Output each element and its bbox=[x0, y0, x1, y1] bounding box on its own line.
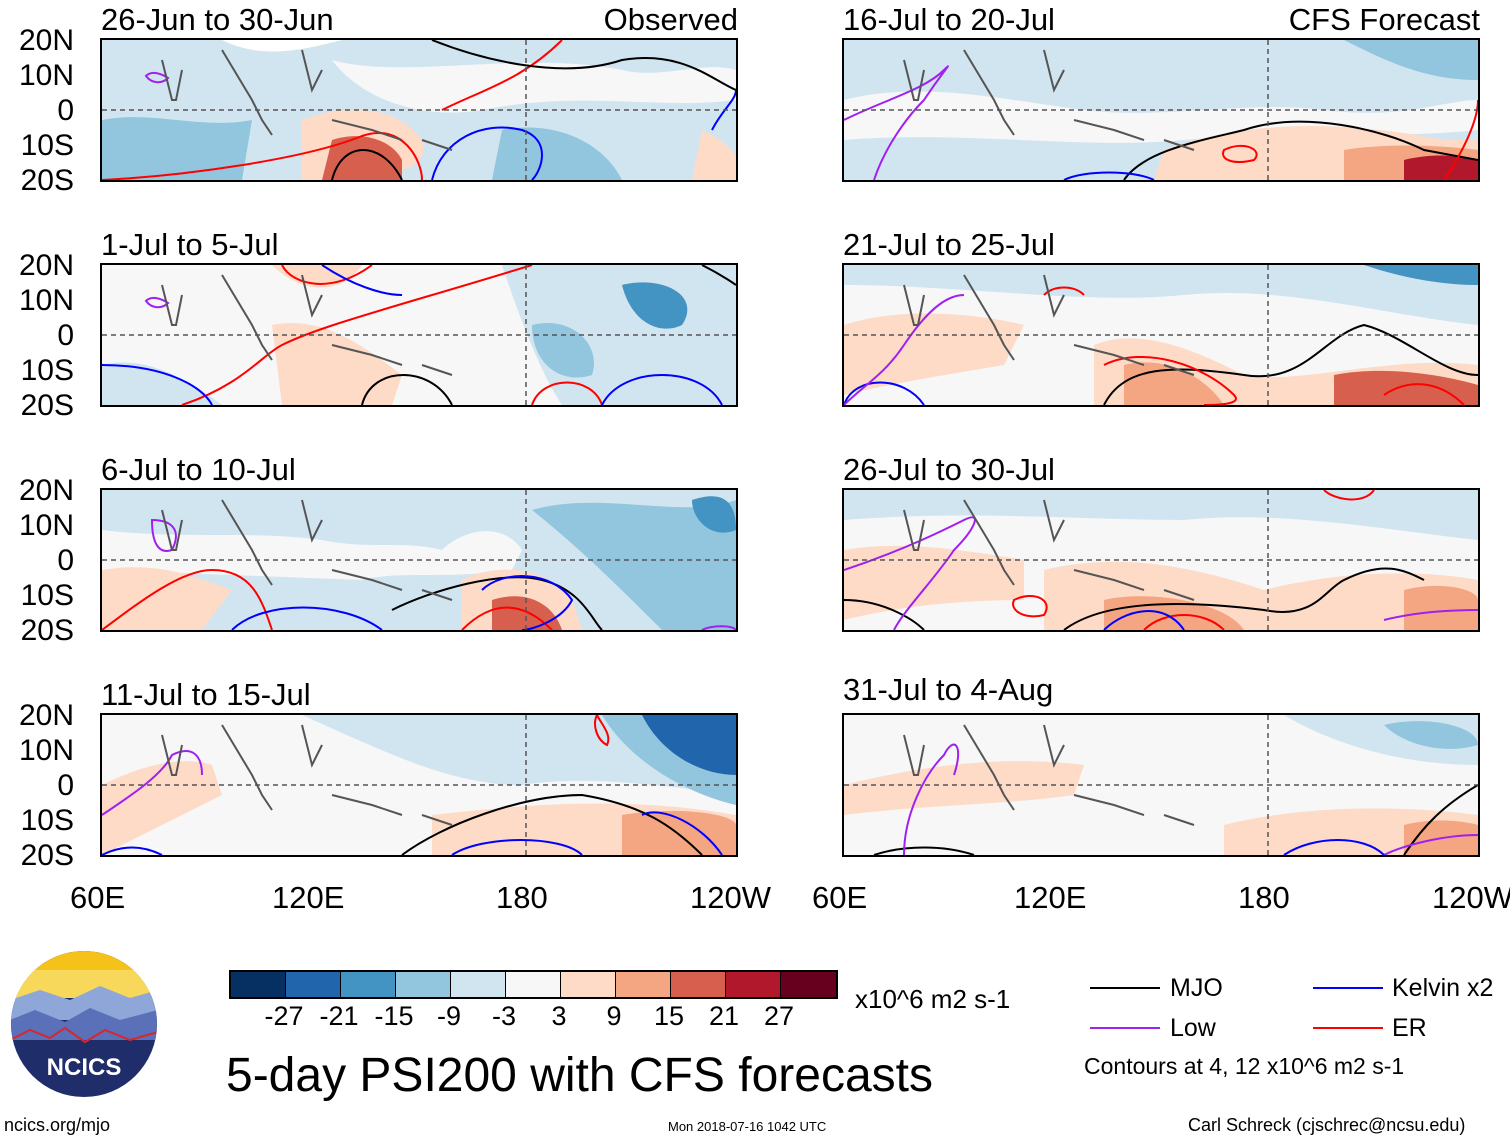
lat-label: 10S bbox=[20, 354, 74, 387]
colorbar-tick: 27 bbox=[763, 1001, 795, 1031]
forecast-label: CFS Forecast bbox=[1288, 2, 1480, 37]
lat-label: 0 bbox=[57, 319, 74, 352]
legend-kelvin-label: Kelvin x2 bbox=[1392, 974, 1494, 1002]
legend-low-label: Low bbox=[1170, 1014, 1216, 1042]
lon-label: 180 bbox=[496, 880, 548, 915]
colorbar-swatch bbox=[671, 972, 726, 997]
colorbar-swatch bbox=[726, 972, 781, 997]
map-panel-1 bbox=[100, 263, 738, 407]
map-panel-0 bbox=[100, 38, 738, 182]
colorbar-tick: 15 bbox=[653, 1001, 685, 1031]
colorbar-swatch bbox=[341, 972, 396, 997]
colorbar-units: x10^6 m2 s-1 bbox=[855, 984, 1011, 1014]
logo-text: NCICS bbox=[47, 1054, 122, 1081]
legend-er-label: ER bbox=[1392, 1014, 1427, 1042]
lat-label: 10S bbox=[20, 579, 74, 612]
panel-title: 1-Jul to 5-Jul bbox=[101, 227, 279, 262]
lon-label: 120W bbox=[690, 880, 771, 915]
colorbar-tick: 3 bbox=[551, 1001, 567, 1031]
lat-label: 10N bbox=[18, 734, 74, 767]
map-panel-4 bbox=[842, 38, 1480, 182]
contours-note: Contours at 4, 12 x10^6 m2 s-1 bbox=[1084, 1053, 1405, 1079]
colorbar-tick: -3 bbox=[491, 1001, 516, 1031]
lon-label: 120E bbox=[1014, 880, 1087, 915]
colorbar-swatch bbox=[616, 972, 671, 997]
lat-label: 10N bbox=[18, 59, 74, 92]
panel-title: 26-Jul to 30-Jul bbox=[843, 452, 1055, 487]
legend-mjo-line bbox=[1090, 987, 1160, 989]
lat-label: 10S bbox=[20, 129, 74, 162]
colorbar-swatch bbox=[396, 972, 451, 997]
footer-credit: Carl Schreck (cjschrec@ncsu.edu) bbox=[1188, 1115, 1466, 1135]
footer-url: ncics.org/mjo bbox=[4, 1115, 111, 1135]
lat-label: 10N bbox=[18, 509, 74, 542]
lat-label: 20N bbox=[18, 24, 74, 57]
legend-kelvin-line bbox=[1313, 987, 1383, 989]
colorbar-swatch bbox=[451, 972, 506, 997]
panel-title: 21-Jul to 25-Jul bbox=[843, 227, 1055, 262]
legend-er-line bbox=[1313, 1027, 1383, 1029]
colorbar bbox=[229, 970, 838, 999]
lat-label: 10S bbox=[20, 804, 74, 837]
lat-label: 0 bbox=[57, 544, 74, 577]
map-panel-3 bbox=[100, 713, 738, 857]
map-panel-7 bbox=[842, 713, 1480, 857]
footer-timestamp: Mon 2018-07-16 1042 UTC bbox=[668, 1119, 827, 1134]
lat-label: 0 bbox=[57, 94, 74, 127]
colorbar-tick: 9 bbox=[606, 1001, 622, 1031]
legend-low-line bbox=[1090, 1027, 1160, 1029]
map-panel-2 bbox=[100, 488, 738, 632]
lat-label: 20S bbox=[20, 389, 74, 422]
lat-label: 20S bbox=[20, 164, 74, 197]
lon-label: 120W bbox=[1432, 880, 1510, 915]
ncics-logo: NCICS bbox=[10, 950, 158, 1098]
colorbar-swatch bbox=[781, 972, 836, 997]
panel-title: 31-Jul to 4-Aug bbox=[843, 672, 1054, 707]
lon-label: 60E bbox=[812, 880, 868, 915]
colorbar-tick: -15 bbox=[374, 1001, 414, 1031]
panel-title: 6-Jul to 10-Jul bbox=[101, 452, 296, 487]
main-title: 5-day PSI200 with CFS forecasts bbox=[226, 1049, 933, 1102]
lat-label: 20N bbox=[18, 249, 74, 282]
map-panel-5 bbox=[842, 263, 1480, 407]
colorbar-tick: -27 bbox=[264, 1001, 304, 1031]
lat-label: 20N bbox=[18, 699, 74, 732]
colorbar-tick: -9 bbox=[436, 1001, 461, 1031]
legend-mjo-label: MJO bbox=[1170, 974, 1223, 1002]
colorbar-swatch bbox=[561, 972, 616, 997]
lat-label: 20S bbox=[20, 839, 74, 872]
colorbar-tick: 21 bbox=[708, 1001, 740, 1031]
lat-label: 0 bbox=[57, 769, 74, 802]
lon-label: 120E bbox=[272, 880, 345, 915]
lat-label: 10N bbox=[18, 284, 74, 317]
panel-title: 11-Jul to 15-Jul bbox=[101, 677, 311, 712]
panel-title: 16-Jul to 20-Jul bbox=[843, 2, 1055, 37]
panel-title: 26-Jun to 30-Jun bbox=[101, 2, 334, 37]
lat-label: 20N bbox=[18, 474, 74, 507]
colorbar-tick: -21 bbox=[319, 1001, 359, 1031]
colorbar-swatch bbox=[286, 972, 341, 997]
lon-label: 60E bbox=[70, 880, 126, 915]
lat-label: 20S bbox=[20, 614, 74, 647]
colorbar-swatch bbox=[506, 972, 561, 997]
colorbar-swatch bbox=[231, 972, 286, 997]
observed-label: Observed bbox=[603, 2, 738, 37]
map-panel-6 bbox=[842, 488, 1480, 632]
lon-label: 180 bbox=[1238, 880, 1290, 915]
